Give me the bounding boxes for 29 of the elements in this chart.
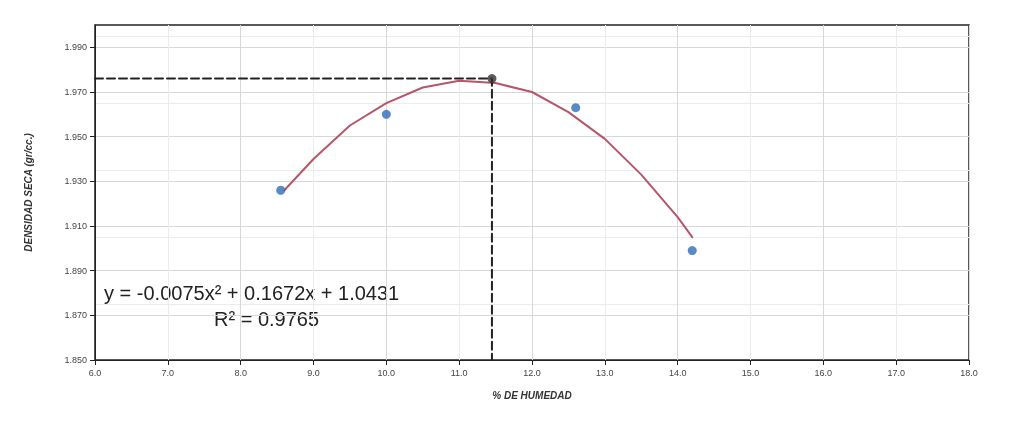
point [381, 109, 391, 119]
x-tick-label: 18.0 [960, 367, 978, 378]
point [687, 246, 697, 256]
y-tick-label: 1.910 [64, 221, 87, 231]
x-tick-label: 10.0 [377, 367, 396, 378]
x-tick-label: 9.0 [307, 367, 320, 378]
x-tick-label: 11.0 [450, 367, 468, 378]
x-tick-label: 7.0 [161, 367, 175, 378]
y-axis-title: DENSIDAD SECA (gr/cc.) [22, 132, 34, 252]
x-tick-label: 16.0 [814, 367, 833, 378]
y-tick-label: 1.930 [64, 176, 87, 187]
x-tick-label: 13.0 [596, 367, 614, 378]
point [276, 185, 286, 195]
y-tick-label: 1.890 [64, 265, 87, 276]
x-tick-label: 8.0 [234, 367, 247, 378]
y-tick-label: 1.950 [64, 131, 87, 142]
annotation: y = -0.0075x² + 0.1672x + 1.0431 [104, 282, 400, 304]
y-tick-label: 1.850 [64, 355, 87, 365]
x-tick-label: 17.0 [887, 367, 905, 378]
y-tick-label: 1.970 [64, 87, 87, 97]
x-tick-label: 6.0 [88, 367, 102, 378]
x-tick-label: 15.0 [741, 367, 760, 378]
x-tick-label: 14.0 [668, 367, 687, 378]
y-tick-label: 1.870 [64, 310, 87, 321]
point [571, 103, 581, 113]
point [487, 74, 497, 84]
y-tick-label: 1.990 [64, 42, 87, 53]
x-tick-label: 12.0 [523, 367, 541, 378]
x-axis-title: % DE HUMEDAD [492, 389, 572, 401]
